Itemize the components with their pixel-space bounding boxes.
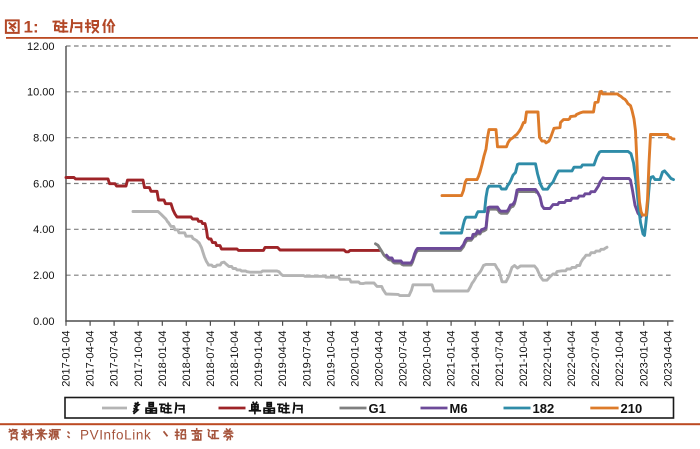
svg-text:2018-07-04: 2018-07-04 bbox=[205, 331, 217, 387]
svg-text:2017-07-04: 2017-07-04 bbox=[109, 331, 121, 387]
svg-text:6.00: 6.00 bbox=[33, 178, 54, 190]
svg-text:2017-04-04: 2017-04-04 bbox=[85, 331, 97, 387]
svg-text:PVInfoLink: PVInfoLink bbox=[80, 428, 151, 443]
svg-text:G1: G1 bbox=[369, 401, 386, 416]
svg-text:8.00: 8.00 bbox=[33, 133, 54, 145]
svg-text:2021-04-04: 2021-04-04 bbox=[470, 331, 482, 387]
svg-text:2022-07-04: 2022-07-04 bbox=[590, 331, 602, 387]
svg-text:2022-01-04: 2022-01-04 bbox=[542, 331, 554, 387]
svg-text:2019-10-04: 2019-10-04 bbox=[325, 331, 337, 387]
svg-text:2023-01-04: 2023-01-04 bbox=[638, 331, 650, 387]
svg-text:2021-10-04: 2021-10-04 bbox=[518, 331, 530, 387]
svg-text:2020-10-04: 2020-10-04 bbox=[422, 331, 434, 387]
svg-text:10.00: 10.00 bbox=[27, 87, 55, 99]
svg-text:2018-04-04: 2018-04-04 bbox=[181, 331, 193, 387]
svg-text:12.00: 12.00 bbox=[27, 41, 55, 53]
svg-text:0.00: 0.00 bbox=[33, 316, 54, 328]
svg-text:2022-10-04: 2022-10-04 bbox=[614, 331, 626, 387]
svg-text:2020-07-04: 2020-07-04 bbox=[398, 331, 410, 387]
svg-text:2020-04-04: 2020-04-04 bbox=[374, 331, 386, 387]
svg-text:2021-01-04: 2021-01-04 bbox=[446, 331, 458, 387]
svg-text:2022-04-04: 2022-04-04 bbox=[566, 331, 578, 387]
svg-text:1:: 1: bbox=[24, 18, 39, 37]
svg-text:4.00: 4.00 bbox=[33, 224, 54, 236]
svg-text:2.00: 2.00 bbox=[33, 270, 54, 282]
svg-text:M6: M6 bbox=[450, 401, 468, 416]
svg-text:2018-01-04: 2018-01-04 bbox=[157, 331, 169, 387]
svg-text:182: 182 bbox=[533, 401, 555, 416]
svg-text:2017-01-04: 2017-01-04 bbox=[61, 331, 73, 387]
svg-text:2023-04-04: 2023-04-04 bbox=[662, 331, 674, 387]
svg-text:2020-01-04: 2020-01-04 bbox=[349, 331, 361, 387]
svg-text:2017-10-04: 2017-10-04 bbox=[133, 331, 145, 387]
svg-text:2019-01-04: 2019-01-04 bbox=[253, 331, 265, 387]
svg-text:210: 210 bbox=[621, 401, 643, 416]
svg-text:2021-07-04: 2021-07-04 bbox=[494, 331, 506, 387]
svg-text:2019-04-04: 2019-04-04 bbox=[277, 331, 289, 387]
svg-text:2018-10-04: 2018-10-04 bbox=[229, 331, 241, 387]
svg-text:2019-07-04: 2019-07-04 bbox=[301, 331, 313, 387]
